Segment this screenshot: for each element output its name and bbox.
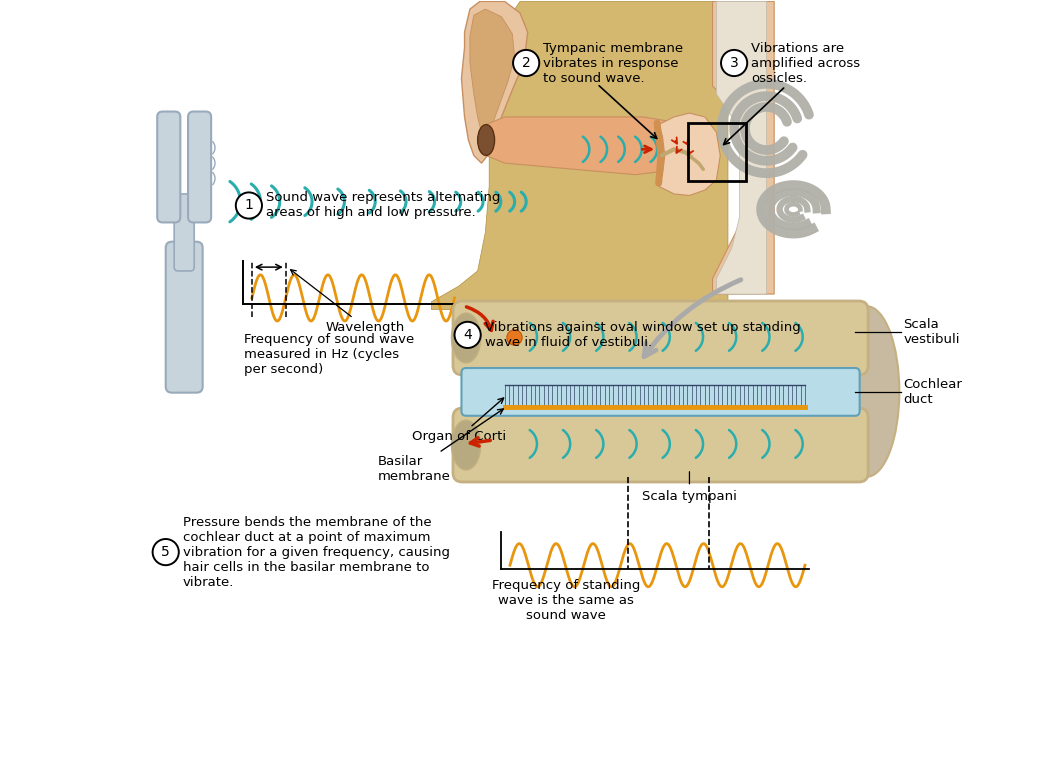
Polygon shape <box>658 113 721 196</box>
Text: 2: 2 <box>522 56 530 70</box>
Text: Pressure bends the membrane of the
cochlear duct at a point of maximum
vibration: Pressure bends the membrane of the cochl… <box>183 516 449 588</box>
FancyBboxPatch shape <box>462 368 860 416</box>
Circle shape <box>513 50 540 76</box>
Text: Scala
vestibuli: Scala vestibuli <box>904 318 960 346</box>
Circle shape <box>721 50 747 76</box>
Text: Basilar
membrane: Basilar membrane <box>378 409 503 483</box>
Circle shape <box>236 192 262 219</box>
Polygon shape <box>470 9 515 136</box>
Polygon shape <box>486 117 674 175</box>
Ellipse shape <box>451 420 480 470</box>
Circle shape <box>454 322 480 348</box>
Text: Scala tympani: Scala tympani <box>642 490 737 502</box>
Text: Frequency of standing
wave is the same as
sound wave: Frequency of standing wave is the same a… <box>492 579 641 622</box>
Polygon shape <box>717 2 766 294</box>
Polygon shape <box>712 2 774 294</box>
FancyBboxPatch shape <box>165 242 203 393</box>
Text: Frequency of sound wave
measured in Hz (cycles
per second): Frequency of sound wave measured in Hz (… <box>244 332 415 376</box>
Text: Wavelength: Wavelength <box>290 270 406 334</box>
Text: Tympanic membrane
vibrates in response
to sound wave.: Tympanic membrane vibrates in response t… <box>543 42 683 84</box>
Text: Vibrations are
amplified across
ossicles.: Vibrations are amplified across ossicles… <box>751 42 860 84</box>
Text: 3: 3 <box>730 56 738 70</box>
Ellipse shape <box>451 313 480 363</box>
Text: Cochlear
duct: Cochlear duct <box>904 378 962 406</box>
FancyBboxPatch shape <box>453 301 868 375</box>
Polygon shape <box>432 2 728 309</box>
Ellipse shape <box>477 124 495 155</box>
Circle shape <box>153 539 179 565</box>
Text: Sound wave represents alternating
areas of high and low pressure.: Sound wave represents alternating areas … <box>266 192 500 220</box>
Text: 1: 1 <box>244 199 254 213</box>
FancyBboxPatch shape <box>188 111 211 223</box>
Ellipse shape <box>834 306 900 477</box>
FancyBboxPatch shape <box>157 111 180 223</box>
Text: 4: 4 <box>463 328 472 342</box>
Text: 5: 5 <box>161 545 171 559</box>
FancyBboxPatch shape <box>174 194 194 271</box>
Text: Vibrations against oval window set up standing
wave in fluid of vestibuli.: Vibrations against oval window set up st… <box>486 321 801 349</box>
FancyBboxPatch shape <box>453 408 868 482</box>
Polygon shape <box>462 2 527 163</box>
Bar <box>687 123 746 181</box>
Text: Organ of Corti: Organ of Corti <box>412 398 506 444</box>
